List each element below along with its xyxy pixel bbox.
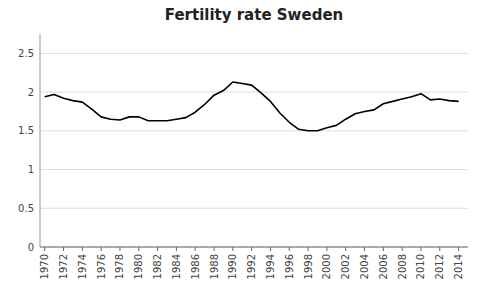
line — [45, 82, 459, 131]
x-tick — [82, 247, 83, 251]
x-tick — [270, 247, 271, 251]
x-tick — [345, 247, 346, 251]
chart: Fertility rate Sweden00.511.522.51970197… — [0, 0, 480, 289]
x-tick — [289, 247, 290, 251]
x-tick-label: 1986 — [190, 254, 201, 279]
x-tick — [138, 247, 139, 251]
x-tick — [176, 247, 177, 251]
x-tick-label: 2012 — [434, 254, 445, 279]
grid-line — [40, 53, 468, 54]
grid-line — [40, 208, 468, 209]
x-tick — [364, 247, 365, 251]
y-tick-label: 2 — [28, 87, 34, 98]
x-tick-label: 2010 — [415, 254, 426, 279]
x-tick-label: 1970 — [39, 254, 50, 279]
x-tick-label: 1994 — [265, 254, 276, 279]
grid-line — [40, 130, 468, 131]
y-tick-label: 0 — [28, 242, 34, 253]
y-tick-label: 0.5 — [18, 203, 34, 214]
x-tick-label: 1978 — [114, 254, 125, 279]
x-tick-label: 1988 — [209, 254, 220, 279]
x-tick — [195, 247, 196, 251]
x-tick-label: 1996 — [284, 254, 295, 279]
x-tick-label: 1998 — [303, 254, 314, 279]
x-tick — [232, 247, 233, 251]
x-tick — [308, 247, 309, 251]
x-tick-label: 1990 — [227, 254, 238, 279]
x-tick-label: 1992 — [246, 254, 257, 279]
y-axis-line — [40, 34, 41, 247]
x-tick — [458, 247, 459, 251]
x-tick-label: 2002 — [340, 254, 351, 279]
y-tick-label: 2.5 — [18, 48, 34, 59]
x-tick — [63, 247, 64, 251]
x-tick-label: 1984 — [171, 254, 182, 279]
y-axis: 0 0.5 1 1.5 2 2.5 — [18, 34, 468, 253]
x-tick-label: 1976 — [96, 254, 107, 279]
x-tick — [44, 247, 45, 251]
x-axis-line — [40, 247, 468, 248]
x-tick — [251, 247, 252, 251]
x-tick — [383, 247, 384, 251]
x-tick — [101, 247, 102, 251]
x-tick — [420, 247, 421, 251]
x-axis: 1970 1972 1974 1976 1978 1980 1982 1984 1986 1988… — [39, 247, 468, 279]
x-tick-label: 1972 — [58, 254, 69, 279]
x-tick-label: 2004 — [359, 254, 370, 279]
y-tick-label: 1.5 — [18, 125, 34, 136]
x-tick — [214, 247, 215, 251]
x-tick — [439, 247, 440, 251]
x-tick-label: 1974 — [77, 254, 88, 279]
x-tick-label: 1982 — [152, 254, 163, 279]
x-tick — [326, 247, 327, 251]
x-tick — [402, 247, 403, 251]
x-tick — [119, 247, 120, 251]
x-tick-label: 2008 — [397, 254, 408, 279]
y-tick-label: 1 — [28, 164, 34, 175]
x-tick-label: 2000 — [321, 254, 332, 279]
x-tick-label: 2014 — [453, 254, 464, 279]
grid-line — [40, 92, 468, 93]
x-tick — [157, 247, 158, 251]
grid-line — [40, 169, 468, 170]
x-tick-label: 2006 — [378, 254, 389, 279]
grid-line — [40, 247, 468, 248]
title: Fertility rate Sweden — [165, 6, 343, 24]
plot-area — [45, 82, 459, 131]
x-tick-label: 1980 — [133, 254, 144, 279]
